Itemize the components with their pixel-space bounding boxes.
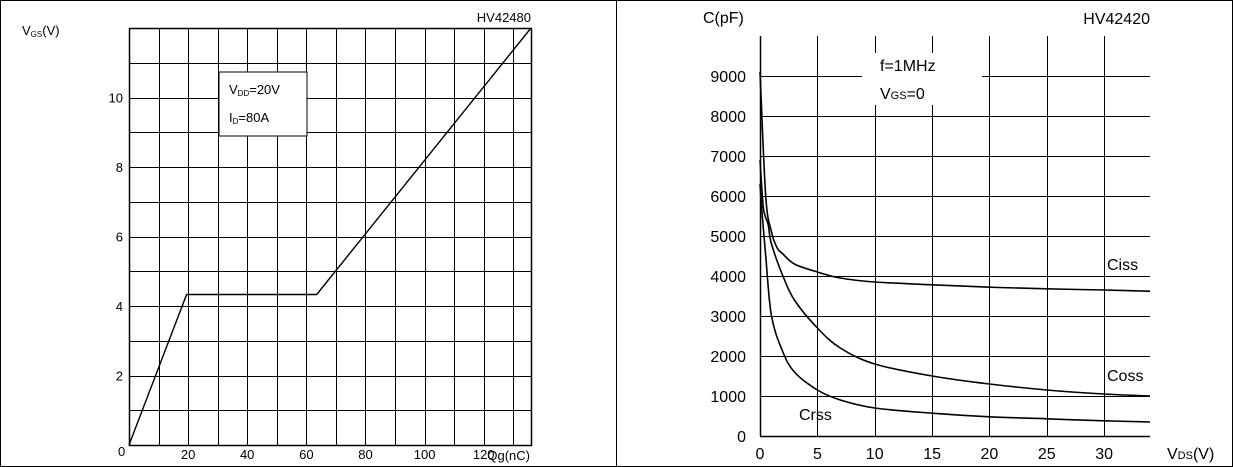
x-tick-label: 30 bbox=[1095, 446, 1113, 463]
gate-charge-tick-labels: 0 20 40 60 80 100 120 2 4 6 8 10 bbox=[109, 91, 495, 463]
x-tick-label: 60 bbox=[299, 447, 313, 462]
x-axis-label: Qg(nC) bbox=[487, 448, 530, 463]
x-tick-label: 15 bbox=[923, 446, 941, 463]
corner-label: HV42420 bbox=[1083, 11, 1150, 28]
x-tick-label: 25 bbox=[1038, 446, 1056, 463]
x-tick-label: 80 bbox=[358, 447, 372, 462]
series-label-coss: Coss bbox=[1107, 368, 1143, 385]
y-tick-label: 3000 bbox=[710, 309, 746, 326]
series-label-crss: Crss bbox=[799, 407, 832, 424]
ciss-curve bbox=[759, 71, 1151, 292]
annotation-vgs: VGS=0 bbox=[880, 86, 925, 103]
y-tick-label: 7000 bbox=[710, 149, 746, 166]
x-tick-label: 40 bbox=[240, 447, 254, 462]
y-tick-label: 6 bbox=[116, 230, 123, 245]
capacitance-tick-labels: 0 5 10 15 20 25 30 0 1000 2000 3000 4000 5000 6000 700… bbox=[710, 69, 1113, 463]
y-axis-label: VGS(V) bbox=[22, 23, 60, 39]
y-tick-label: 2000 bbox=[710, 349, 746, 366]
capacitance-chart: 0 5 10 15 20 25 30 0 1000 2000 3000 4000 5000 6000 700… bbox=[703, 10, 1214, 463]
annotation-id: ID=80A bbox=[229, 110, 269, 126]
annotation-vdd: VDD=20V bbox=[229, 82, 280, 98]
gate-charge-chart: 0 20 40 60 80 100 120 2 4 6 8 10 VDD=20V ID=80A VGS… bbox=[22, 10, 533, 463]
series-label-ciss: Ciss bbox=[1107, 257, 1138, 274]
y-tick-label: 6000 bbox=[710, 189, 746, 206]
gate-charge-grid bbox=[128, 27, 533, 447]
capacitance-series bbox=[759, 71, 1151, 423]
x-tick-label: 20 bbox=[181, 447, 195, 462]
x-tick-label: 20 bbox=[981, 446, 999, 463]
capacitance-series-labels: Ciss Coss Crss bbox=[799, 257, 1143, 424]
x-tick-label: 0 bbox=[118, 444, 125, 459]
y-tick-label: 10 bbox=[109, 91, 123, 106]
x-axis-label: VDS(V) bbox=[1167, 446, 1214, 463]
y-tick-label: 8 bbox=[116, 160, 123, 175]
capacitance-annotation-bg bbox=[862, 53, 982, 105]
y-tick-label: 1000 bbox=[710, 389, 746, 406]
y-tick-label: 0 bbox=[737, 429, 746, 446]
gate-charge-annotation-box bbox=[218, 71, 308, 137]
plot-border bbox=[128, 27, 533, 447]
x-tick-label: 0 bbox=[756, 446, 765, 463]
y-tick-label: 9000 bbox=[710, 69, 746, 86]
y-tick-label: 4000 bbox=[710, 269, 746, 286]
y-tick-label: 4 bbox=[116, 299, 123, 314]
y-tick-label: 5000 bbox=[710, 229, 746, 246]
x-tick-label: 100 bbox=[414, 447, 436, 462]
annotation-frequency: f=1MHz bbox=[880, 58, 936, 75]
gate-charge-series bbox=[128, 27, 532, 446]
x-tick-label: 120 bbox=[473, 447, 495, 462]
corner-label: HV42480 bbox=[477, 10, 531, 25]
x-tick-label: 5 bbox=[813, 446, 822, 463]
y-axis-label: C(pF) bbox=[703, 10, 744, 27]
x-tick-label: 10 bbox=[866, 446, 884, 463]
y-tick-label: 8000 bbox=[710, 109, 746, 126]
crss-curve bbox=[759, 183, 1151, 423]
vgs-curve bbox=[128, 27, 532, 446]
y-tick-label: 2 bbox=[116, 369, 123, 384]
coss-curve bbox=[759, 159, 1151, 397]
